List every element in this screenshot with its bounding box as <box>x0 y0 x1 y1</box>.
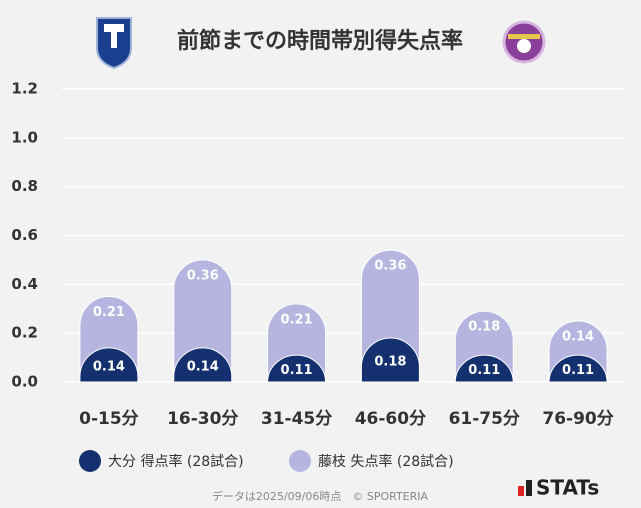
x-tick-label: 31-45分 <box>261 409 332 429</box>
bar-segment <box>79 347 139 383</box>
value-label: 0.11 <box>468 363 500 378</box>
value-label: 0.18 <box>374 355 406 370</box>
legend-marker <box>289 450 311 472</box>
team-logo-left <box>96 17 132 70</box>
legend-label: 藤枝 失点率 (28試合) <box>318 453 454 470</box>
x-tick-label: 16-30分 <box>167 409 238 429</box>
value-label: 0.21 <box>281 312 313 327</box>
value-label: 0.14 <box>562 329 594 344</box>
value-label: 0.36 <box>187 268 219 283</box>
y-tick-label: 0.8 <box>11 177 38 195</box>
brand-icon <box>518 486 524 496</box>
y-tick-label: 0.4 <box>11 275 38 293</box>
footer-note: データは2025/09/06時点 © SPORTERIA <box>212 489 429 503</box>
team-logo-right <box>502 20 546 64</box>
bar-segment <box>267 354 327 383</box>
value-label: 0.18 <box>468 320 500 335</box>
y-tick-label: 0.0 <box>11 373 38 391</box>
legend-label: 大分 得点率 (28試合) <box>108 453 244 470</box>
y-tick-label: 1.2 <box>11 80 38 98</box>
y-tick-label: 0.6 <box>11 226 38 244</box>
value-label: 0.11 <box>281 363 313 378</box>
x-tick-label: 76-90分 <box>542 409 613 429</box>
brand: STATs <box>536 476 599 500</box>
bar-segment <box>173 347 233 383</box>
legend-marker <box>79 450 101 472</box>
value-label: 0.21 <box>93 305 125 320</box>
bar-segment <box>360 337 420 383</box>
brand-icon <box>526 480 532 496</box>
bar-segment <box>548 354 608 383</box>
value-label: 0.14 <box>187 359 219 374</box>
y-tick-label: 1.0 <box>11 128 38 146</box>
chart-title: 前節までの時間帯別得失点率 <box>177 28 463 54</box>
x-tick-label: 46-60分 <box>355 409 426 429</box>
value-label: 0.14 <box>93 359 125 374</box>
value-label: 0.36 <box>374 259 406 274</box>
x-tick-label: 61-75分 <box>449 409 520 429</box>
value-label: 0.11 <box>562 363 594 378</box>
x-tick-label: 0-15分 <box>79 409 139 429</box>
bar-segment <box>454 354 514 383</box>
y-tick-label: 0.2 <box>11 324 38 342</box>
